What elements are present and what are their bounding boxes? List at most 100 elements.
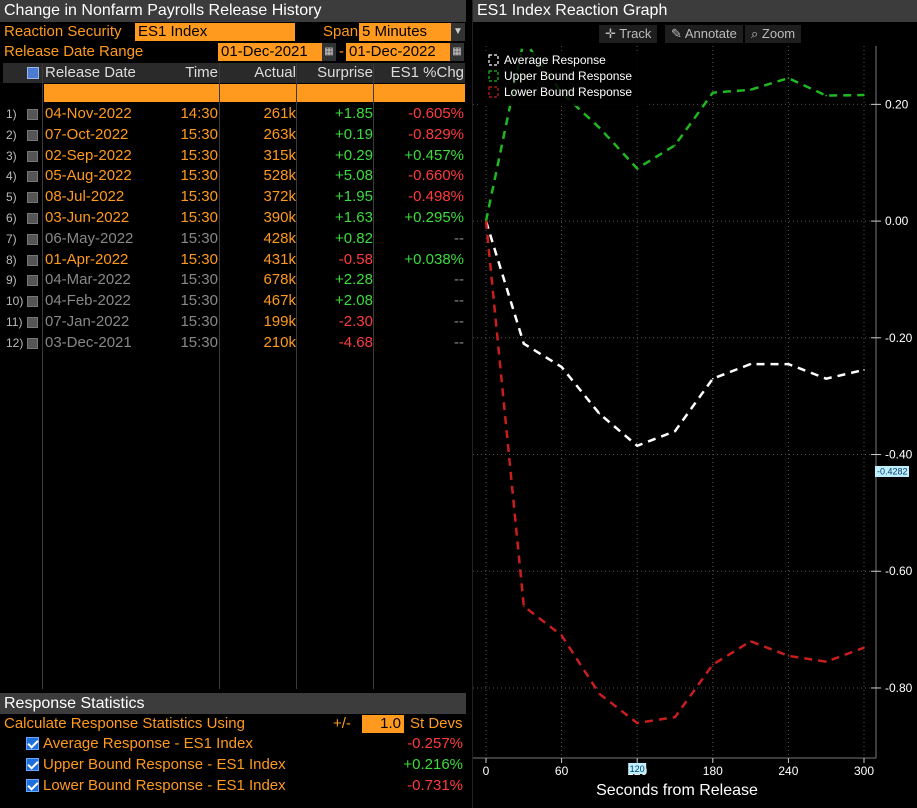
table-row[interactable]: 1) 04-Nov-2022 14:30 261k +1.85 -0.605%	[3, 104, 465, 124]
date-to-input[interactable]: 01-Dec-2022	[346, 43, 450, 61]
lower-checkbox[interactable]	[26, 779, 39, 792]
date-from-input[interactable]: 01-Dec-2021	[218, 43, 322, 61]
table-row[interactable]: 12) 03-Dec-2021 15:30 210k -4.68 --	[3, 333, 465, 353]
stdev-input[interactable]: 1.0	[362, 715, 404, 733]
calendar-icon[interactable]: ▦	[450, 43, 464, 61]
reaction-graph-panel: ES1 Index Reaction Graph ✛ Track ✎ Annot…	[472, 0, 917, 808]
row-index: 6)	[6, 211, 17, 225]
actual-cell: 199k	[263, 313, 296, 330]
table-row[interactable]: 10) 04-Feb-2022 15:30 467k +2.08 --	[3, 291, 465, 311]
row-index: 9)	[6, 273, 17, 288]
surprise-cell: +2.08	[335, 292, 373, 310]
filter-row[interactable]	[44, 84, 465, 102]
col-actual[interactable]: Actual	[254, 64, 296, 81]
row-checkbox[interactable]	[27, 213, 38, 224]
row-index: 10)	[6, 294, 24, 309]
surprise-cell: +2.28	[335, 271, 373, 289]
data-point	[712, 91, 714, 94]
calendar-icon[interactable]: ▦	[322, 43, 336, 61]
row-checkbox[interactable]	[27, 254, 38, 266]
chevron-down-icon[interactable]: ▼	[451, 23, 465, 41]
actual-cell: 678k	[263, 271, 296, 289]
track-button[interactable]: ✛ Track	[599, 25, 658, 43]
time-cell: 15:30	[180, 167, 218, 185]
es1-chg-cell: --	[454, 333, 464, 351]
col-es1-chg[interactable]: ES1 %Chg	[390, 64, 464, 81]
col-release-date[interactable]: Release Date	[45, 64, 136, 81]
release-date-cell: 08-Jul-2022	[45, 188, 125, 206]
release-date-cell: 06-May-2022	[45, 229, 134, 247]
es1-chg-cell: +0.457%	[404, 146, 464, 164]
surprise-cell: +0.29	[335, 146, 373, 164]
data-point	[674, 430, 676, 432]
average-checkbox[interactable]	[26, 737, 39, 750]
date-range-row: Release Date Range 01-Dec-2021 ▦ - 01-De…	[0, 42, 466, 62]
row-checkbox[interactable]	[27, 192, 38, 204]
select-all-checkbox[interactable]	[27, 67, 39, 79]
release-history-panel: Change in Nonfarm Payrolls Release Histo…	[0, 0, 466, 808]
actual-cell: 372k	[263, 188, 296, 206]
col-surprise[interactable]: Surprise	[317, 64, 373, 81]
zoom-label: Zoom	[761, 26, 796, 41]
table-row[interactable]: 2) 07-Oct-2022 15:30 263k +0.19 -0.829%	[3, 125, 465, 145]
x-tick-label: 60	[555, 764, 569, 778]
col-time[interactable]: Time	[185, 64, 218, 81]
es1-chg-cell: -0.498%	[408, 188, 464, 206]
time-cell: 15:30	[180, 125, 218, 143]
table-row[interactable]: 6) 03-Jun-2022 15:30 390k +1.63 +0.295%	[3, 208, 465, 228]
date-separator: -	[339, 43, 344, 60]
reaction-security-input[interactable]: ES1 Index	[135, 23, 295, 41]
table-row[interactable]: 8) 01-Apr-2022 15:30 431k -0.58 +0.038%	[3, 250, 465, 270]
reaction-security-row: Reaction Security ES1 Index Span 5 Minut…	[0, 22, 466, 42]
annotate-button[interactable]: ✎ Annotate	[665, 25, 743, 43]
upper-checkbox[interactable]	[26, 758, 39, 771]
data-point	[674, 716, 676, 718]
row-index: 2)	[6, 127, 17, 142]
table-row[interactable]: 7) 06-May-2022 15:30 428k +0.82 --	[3, 229, 465, 249]
data-point	[787, 655, 790, 657]
column-divider	[373, 63, 374, 689]
row-checkbox[interactable]	[27, 296, 38, 308]
legend-box	[481, 52, 649, 106]
surprise-cell: +0.19	[335, 125, 373, 143]
es1-chg-cell: --	[454, 271, 464, 289]
data-point	[523, 342, 525, 345]
data-point	[636, 444, 638, 447]
calc-label: Calculate Response Statistics Using	[4, 715, 245, 732]
row-checkbox[interactable]	[27, 317, 38, 328]
row-checkbox[interactable]	[27, 109, 38, 120]
table-row[interactable]: 9) 04-Mar-2022 15:30 678k +2.28 --	[3, 270, 465, 290]
es1-chg-cell: -0.660%	[408, 167, 464, 185]
row-checkbox[interactable]	[27, 337, 38, 349]
y-tick-label: -0.80	[885, 681, 913, 695]
panel-title: Change in Nonfarm Payrolls Release Histo…	[0, 0, 466, 22]
row-checkbox[interactable]	[27, 233, 38, 245]
crosshair-value-box	[875, 465, 909, 477]
data-point	[598, 693, 601, 695]
row-checkbox[interactable]	[27, 129, 38, 141]
table-row[interactable]: 11) 07-Jan-2022 15:30 199k -2.30 --	[3, 312, 465, 332]
data-point	[863, 646, 865, 649]
time-cell: 15:30	[180, 209, 218, 226]
table-row[interactable]: 5) 08-Jul-2022 15:30 372k +1.95 -0.498%	[3, 187, 465, 207]
stdev-label: St Devs	[410, 715, 463, 732]
x-axis-label: Seconds from Release	[596, 782, 758, 799]
reaction-chart[interactable]: 0.20 0.00 -0.20 -0.40 -0.60 -0.80 0 60 120 180 240…	[473, 46, 917, 806]
row-checkbox[interactable]	[27, 150, 38, 162]
time-cell: 15:30	[180, 250, 218, 268]
data-point	[787, 363, 790, 365]
table-row[interactable]: 4) 05-Aug-2022 15:30 528k +5.08 -0.660%	[3, 166, 465, 186]
data-point	[787, 77, 790, 79]
release-date-cell: 01-Apr-2022	[45, 250, 129, 268]
row-index: 11)	[6, 315, 23, 329]
zoom-button[interactable]: ⌕ Zoom	[745, 25, 802, 43]
row-index: 12)	[6, 335, 24, 350]
actual-cell: 315k	[263, 146, 296, 164]
data-point	[560, 366, 563, 368]
row-checkbox[interactable]	[27, 275, 38, 287]
span-select[interactable]: 5 Minutes	[359, 23, 451, 41]
row-checkbox[interactable]	[27, 171, 38, 183]
surprise-cell: +1.85	[335, 105, 373, 122]
table-row[interactable]: 3) 02-Sep-2022 15:30 315k +0.29 +0.457%	[3, 146, 465, 166]
stats-title: Response Statistics	[0, 693, 466, 714]
